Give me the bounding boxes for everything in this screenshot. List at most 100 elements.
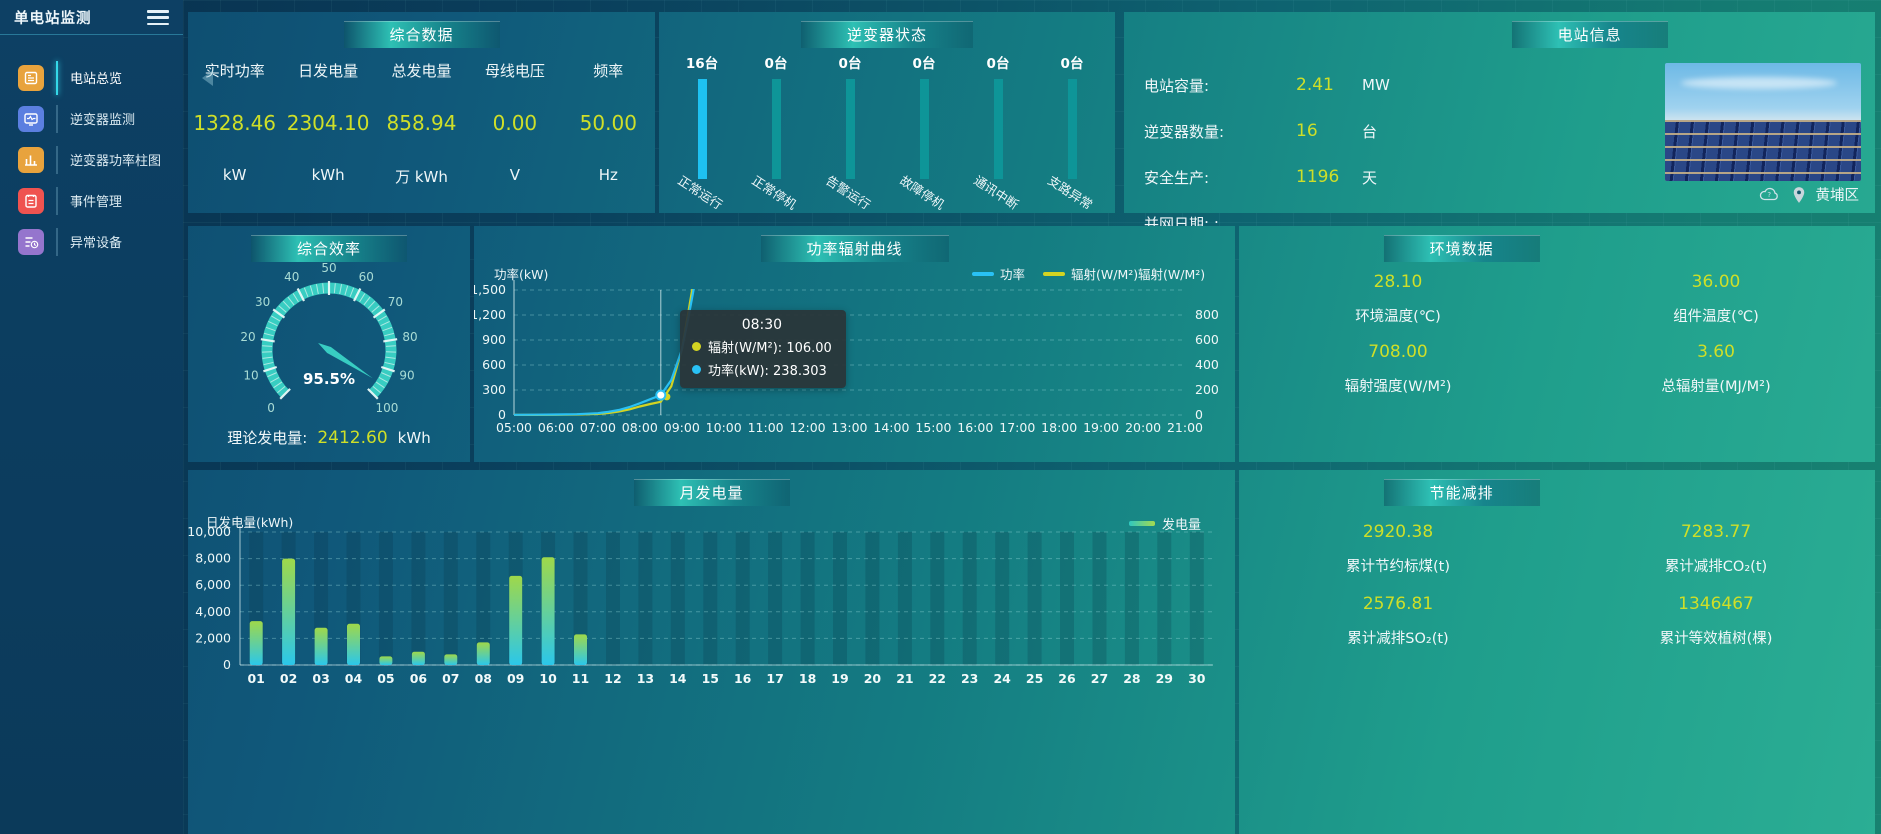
svg-text:25: 25: [1026, 671, 1043, 686]
svg-text:18:00: 18:00: [1041, 420, 1077, 435]
panel-monthly-energy: 月发电量 日发电量(kWh) 发电量 0 2,000 4,000 6,000 8,000…: [188, 470, 1235, 834]
inverter-status-column: 0台 故障停机: [887, 12, 961, 212]
svg-text:10: 10: [243, 368, 258, 382]
svg-text:15:00: 15:00: [915, 420, 951, 435]
svg-text:400: 400: [1195, 357, 1219, 372]
inverter-status-column: 0台 正常停机: [739, 12, 813, 212]
app-title: 单电站监测: [14, 11, 92, 27]
metric-cell-value: 2920.38: [1362, 522, 1434, 542]
event-icon: [18, 187, 44, 214]
inverter-status-bars: 16台 正常运行 0台 正常停机 0台 告警运行 0台 故障停机 0台 通讯中断 0台 支路异常: [659, 12, 1115, 212]
svg-text:21:00: 21:00: [1167, 420, 1203, 435]
panel-title-banner: 逆变器状态: [800, 21, 974, 48]
tooltip-dot: [692, 342, 701, 351]
panel-environment-data: 环境数据 28.10 环境温度(℃) 36.00 组件温度(℃) 708.00 辐射强度(…: [1239, 226, 1875, 462]
svg-text:60: 60: [359, 270, 374, 284]
svg-text:0: 0: [1195, 407, 1203, 422]
station-location: ? 黄埔区: [1758, 184, 1860, 205]
legend-item-power[interactable]: 功率: [972, 264, 1025, 283]
theoretical-energy-row: 理论发电量: 2412.60 kWh: [188, 427, 470, 448]
panel-title-banner: 综合效率: [250, 235, 408, 262]
sidebar-item-事件管理[interactable]: 事件管理: [0, 180, 183, 221]
weather-cloud-icon[interactable]: ?: [1758, 186, 1782, 203]
panel-title: 功率辐射曲线: [806, 240, 903, 258]
svg-text:05: 05: [377, 671, 394, 686]
legend-item-radiation[interactable]: 辐射(W/M²): [1043, 264, 1138, 283]
power-bars-icon: [18, 146, 44, 173]
summary-metric: 实时功率 1328.46 kW: [188, 60, 281, 187]
summary-metric: 母线电压 0.00 V: [468, 60, 561, 187]
metric-cell-value: 1346467: [1678, 594, 1754, 614]
photo-solar-panels: [1665, 119, 1861, 181]
sidebar-item-逆变器监测[interactable]: 逆变器监测: [0, 98, 183, 139]
sidebar-item-逆变器功率柱图[interactable]: 逆变器功率柱图: [0, 139, 183, 180]
metric-cell-value: 3.60: [1697, 342, 1735, 362]
inverter-count: 0台: [1060, 56, 1084, 72]
svg-text:21: 21: [896, 671, 913, 686]
metric-cell-value: 7283.77: [1680, 522, 1752, 542]
district-name[interactable]: 黄埔区: [1815, 188, 1860, 204]
hamburger-menu-icon[interactable]: [147, 10, 169, 25]
left-tick-labels: 0 300 600 900 1,200 1,500: [474, 282, 506, 422]
sidebar-item-电站总览[interactable]: 电站总览: [0, 57, 183, 98]
sidebar-menu: 电站总览逆变器监测逆变器功率柱图 事件管理异常设备: [0, 35, 183, 262]
metric-label: 实时功率: [204, 62, 265, 80]
gauge-value: 95.5%: [303, 370, 355, 388]
metric-cell: 2920.38 累计节约标煤(t): [1239, 522, 1557, 576]
inverter-status-column: 0台 通讯中断: [961, 12, 1035, 212]
svg-text:24: 24: [993, 671, 1011, 686]
metric-label: 母线电压: [484, 62, 545, 80]
svg-text:09:00: 09:00: [664, 420, 700, 435]
sidebar-item-异常设备[interactable]: 异常设备: [0, 221, 183, 262]
station-row-label: 安全生产:: [1144, 168, 1210, 187]
svg-text:17: 17: [766, 671, 783, 686]
left-axis-title: 功率(kW): [494, 267, 549, 282]
bar-legend[interactable]: 发电量: [1128, 514, 1201, 533]
metric-cell-label: 累计减排CO₂(t): [1664, 559, 1768, 575]
tooltip-text: 功率(kW): 238.303: [708, 364, 827, 379]
svg-text:28: 28: [1123, 671, 1140, 686]
svg-text:16:00: 16:00: [957, 420, 993, 435]
metric-unit: V: [509, 166, 521, 184]
station-info-row: 电站容量: 2.41 MW: [1144, 62, 1875, 108]
sidebar-item-label: 逆变器监测: [70, 113, 136, 128]
svg-text:100: 100: [376, 401, 399, 412]
energy-legend-dash: [1128, 521, 1155, 526]
panel-efficiency: 综合效率 0 10 20 30 40 50 60 70 80 90 100 95.5% 理论发电量: …: [188, 226, 470, 462]
metric-cell: 36.00 组件温度(℃): [1557, 272, 1875, 326]
location-pin-icon[interactable]: [1792, 186, 1806, 204]
sidebar-collapse-arrow-icon[interactable]: [202, 70, 213, 86]
power-legend-dash: [972, 271, 994, 276]
svg-text:70: 70: [388, 295, 403, 309]
curve-legend[interactable]: 功率 辐射(W/M²): [972, 264, 1138, 283]
svg-text:30: 30: [255, 295, 270, 309]
svg-text:11:00: 11:00: [748, 420, 784, 435]
svg-text:06: 06: [410, 671, 428, 686]
metric-cell-label: 累计节约标煤(t): [1346, 559, 1450, 575]
svg-text:1,200: 1,200: [474, 307, 506, 322]
metric-cell-label: 环境温度(℃): [1355, 309, 1441, 325]
station-row-unit: MW: [1362, 76, 1390, 94]
curve-series: [514, 289, 695, 416]
panel-energy-saving: 节能减排 2920.38 累计节约标煤(t) 7283.77 累计减排CO₂(t) 25…: [1239, 470, 1875, 834]
panel-summary: 综合数据 实时功率 1328.46 kW 日发电量 2304.10 kWh 总发电量 858.…: [188, 12, 655, 213]
svg-text:1,500: 1,500: [474, 282, 506, 297]
svg-text:12:00: 12:00: [790, 420, 826, 435]
svg-text:22: 22: [929, 671, 946, 686]
metric-cell-value: 28.10: [1373, 272, 1423, 292]
svg-text:14:00: 14:00: [873, 420, 909, 435]
metric-cell-value: 2576.81: [1362, 594, 1434, 614]
inverter-monitor-icon: [18, 105, 44, 132]
svg-text:20:00: 20:00: [1125, 420, 1161, 435]
inverter-count: 16台: [685, 56, 719, 72]
metric-label: 频率: [593, 62, 624, 80]
station-row-value: 2.41: [1296, 75, 1334, 95]
svg-text:06:00: 06:00: [538, 420, 574, 435]
bar-ytick-labels: 0 2,000 4,000 6,000 8,000 10,000: [188, 524, 231, 672]
inverter-bar: [697, 79, 707, 179]
menu-item-divider: [56, 227, 58, 256]
metric-unit: kW: [222, 166, 247, 184]
radiation-legend-dash: [1043, 271, 1066, 276]
sidebar-item-label: 异常设备: [70, 236, 123, 251]
